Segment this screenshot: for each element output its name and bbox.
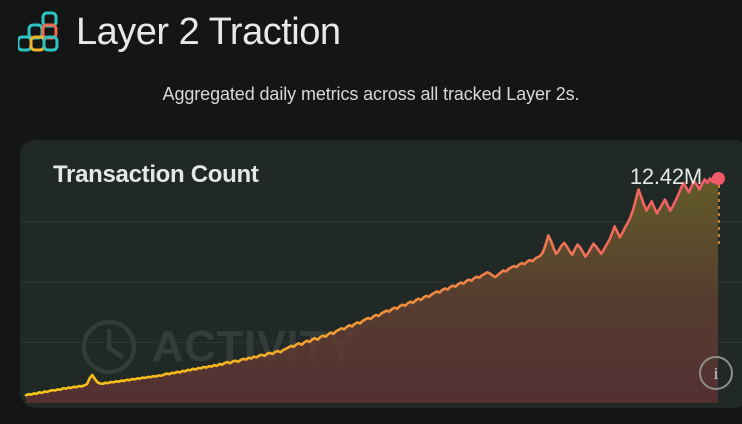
- gridline: [20, 282, 742, 283]
- metric-name: Transaction Count: [53, 161, 259, 188]
- metric-card[interactable]: ACTIVITY Transaction Count 12.42M i: [20, 140, 742, 408]
- chart-plot-area[interactable]: [20, 140, 742, 408]
- blocks-grid-icon: [18, 11, 59, 52]
- page-subtitle: Aggregated daily metrics across all trac…: [162, 84, 580, 104]
- transaction-count-series: [24, 173, 720, 403]
- chart-area-fill: [26, 174, 718, 403]
- endpoint-guide-line: [718, 185, 720, 245]
- page-header: Layer 2 Traction Aggregated daily metric…: [0, 0, 742, 132]
- chart-line: [24, 173, 720, 397]
- gridline: [20, 221, 742, 222]
- title-row: Layer 2 Traction: [18, 10, 341, 54]
- card-header: Transaction Count 12.42M: [20, 140, 742, 245]
- endpoint-dot-icon: [712, 172, 725, 185]
- page-title: Layer 2 Traction: [76, 11, 341, 53]
- info-icon[interactable]: i: [699, 356, 733, 390]
- info-icon-glyph: i: [713, 363, 719, 383]
- metric-value: 12.42M: [629, 164, 702, 189]
